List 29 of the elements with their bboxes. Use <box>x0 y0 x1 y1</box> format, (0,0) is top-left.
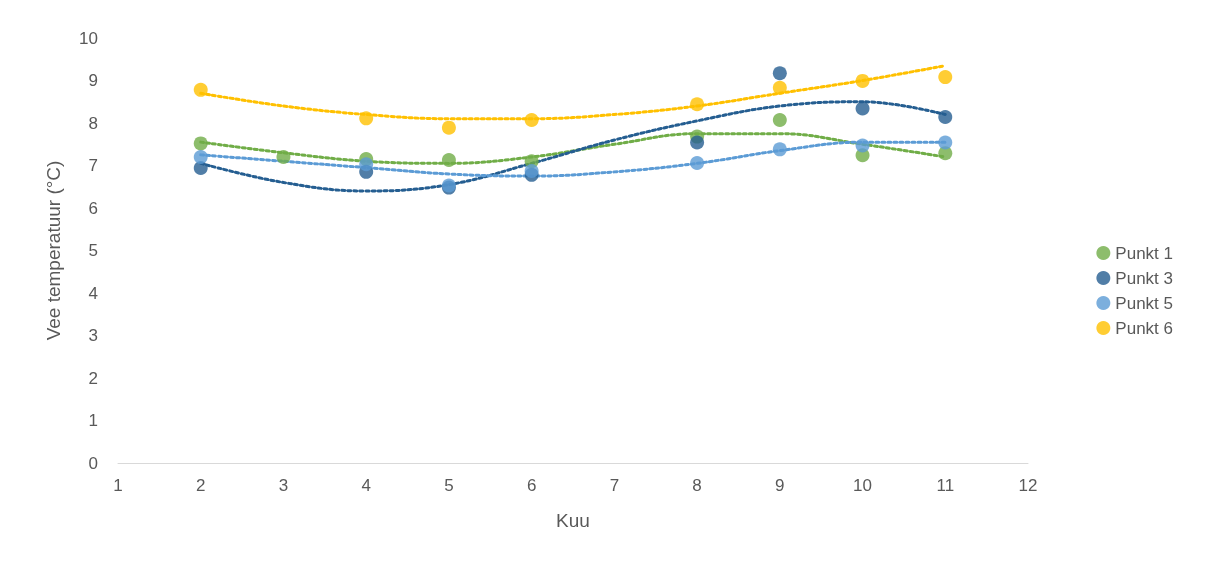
legend-label: Punkt 1 <box>1115 243 1174 263</box>
y-tick-label: 6 <box>88 198 98 218</box>
x-tick-label: 4 <box>361 476 371 495</box>
y-tick-label: 2 <box>88 368 98 388</box>
legend-label: Punkt 3 <box>1115 268 1174 288</box>
y-tick-label: 10 <box>79 28 98 48</box>
x-tick-label: 7 <box>609 476 620 495</box>
x-axis-title: Kuu <box>556 510 590 531</box>
y-tick-label: 4 <box>88 283 98 303</box>
y-tick-label: 0 <box>88 453 98 473</box>
x-tick-label: 9 <box>775 476 785 495</box>
y-tick-label: 1 <box>88 411 98 430</box>
x-tick-label: 1 <box>113 476 123 495</box>
x-tick-label: 6 <box>526 476 537 495</box>
y-tick-label: 5 <box>88 241 98 260</box>
x-tick-label: 10 <box>853 476 873 495</box>
x-tick-label: 3 <box>278 476 289 495</box>
x-tick-label: 12 <box>1018 476 1038 495</box>
legend-label: Punkt 5 <box>1115 293 1174 313</box>
x-tick-label: 5 <box>444 476 454 495</box>
x-tick-label: 2 <box>195 476 206 495</box>
y-tick-label: 7 <box>88 156 98 175</box>
x-tick-label: 11 <box>936 476 955 495</box>
y-tick-label: 3 <box>88 326 98 345</box>
x-tick-label: 8 <box>692 476 702 495</box>
y-tick-label: 9 <box>88 71 98 90</box>
legend-label: Punkt 6 <box>1115 318 1174 338</box>
y-axis-title: Vee temperatuur (°C) <box>43 160 64 341</box>
y-tick-label: 8 <box>88 113 98 133</box>
